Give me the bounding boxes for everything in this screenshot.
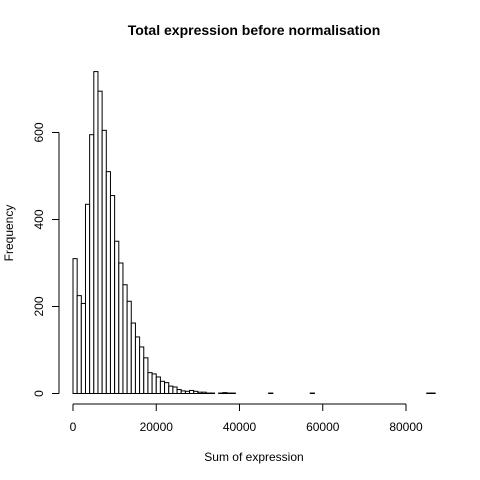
histogram-bar (197, 391, 203, 395)
histogram-bar (89, 134, 95, 394)
histogram-bar (180, 390, 186, 395)
histogram-bars (72, 71, 436, 395)
y-tick-label: 400 (32, 209, 46, 229)
histogram-bar (130, 322, 136, 394)
histogram-bar (93, 71, 99, 394)
chart-title: Total expression before normalisation (128, 22, 381, 38)
histogram-bar (109, 195, 116, 394)
histogram-bar (122, 284, 128, 394)
histogram-bar (72, 258, 78, 394)
histogram-bar (184, 390, 191, 395)
histogram-bar (201, 391, 207, 395)
histogram-bar (114, 240, 120, 394)
histogram-bar (168, 385, 174, 394)
histogram-bar (143, 357, 149, 394)
histogram-bar (164, 382, 170, 395)
x-tick-label: 60000 (306, 420, 340, 434)
x-tick-label: 80000 (389, 420, 423, 434)
histogram-bar (189, 389, 195, 395)
x-axis: 0 20000 40000 60000 80000 (70, 403, 423, 434)
histogram-bar (147, 372, 153, 394)
histogram-bar (172, 386, 178, 395)
histogram-bar (101, 129, 107, 394)
histogram-bar (176, 389, 182, 394)
x-tick-label: 40000 (223, 420, 257, 434)
histogram-bar (155, 376, 161, 395)
histogram-bar (84, 203, 91, 394)
histogram-bar (97, 90, 103, 395)
y-tick-label: 600 (32, 122, 46, 142)
histogram-bar (193, 390, 199, 395)
y-axis: 0 200 400 600 (32, 122, 60, 397)
histogram-bar (222, 392, 228, 395)
histogram-bar (134, 336, 141, 395)
x-tick-label: 0 (70, 420, 77, 434)
x-tick-label: 20000 (140, 420, 174, 434)
histogram-bar (80, 302, 86, 395)
histogram-bar (105, 171, 111, 394)
y-axis-label: Frequency (2, 205, 16, 262)
histogram-bar (76, 295, 82, 395)
x-axis-label: Sum of expression (204, 450, 303, 464)
histogram-bar (118, 262, 124, 394)
y-tick-label: 0 (32, 390, 46, 397)
y-tick-label: 200 (32, 296, 46, 316)
histogram-bar (139, 346, 145, 395)
histogram-bar (159, 380, 166, 395)
histogram-bar (151, 373, 157, 394)
histogram-bar (126, 300, 132, 394)
